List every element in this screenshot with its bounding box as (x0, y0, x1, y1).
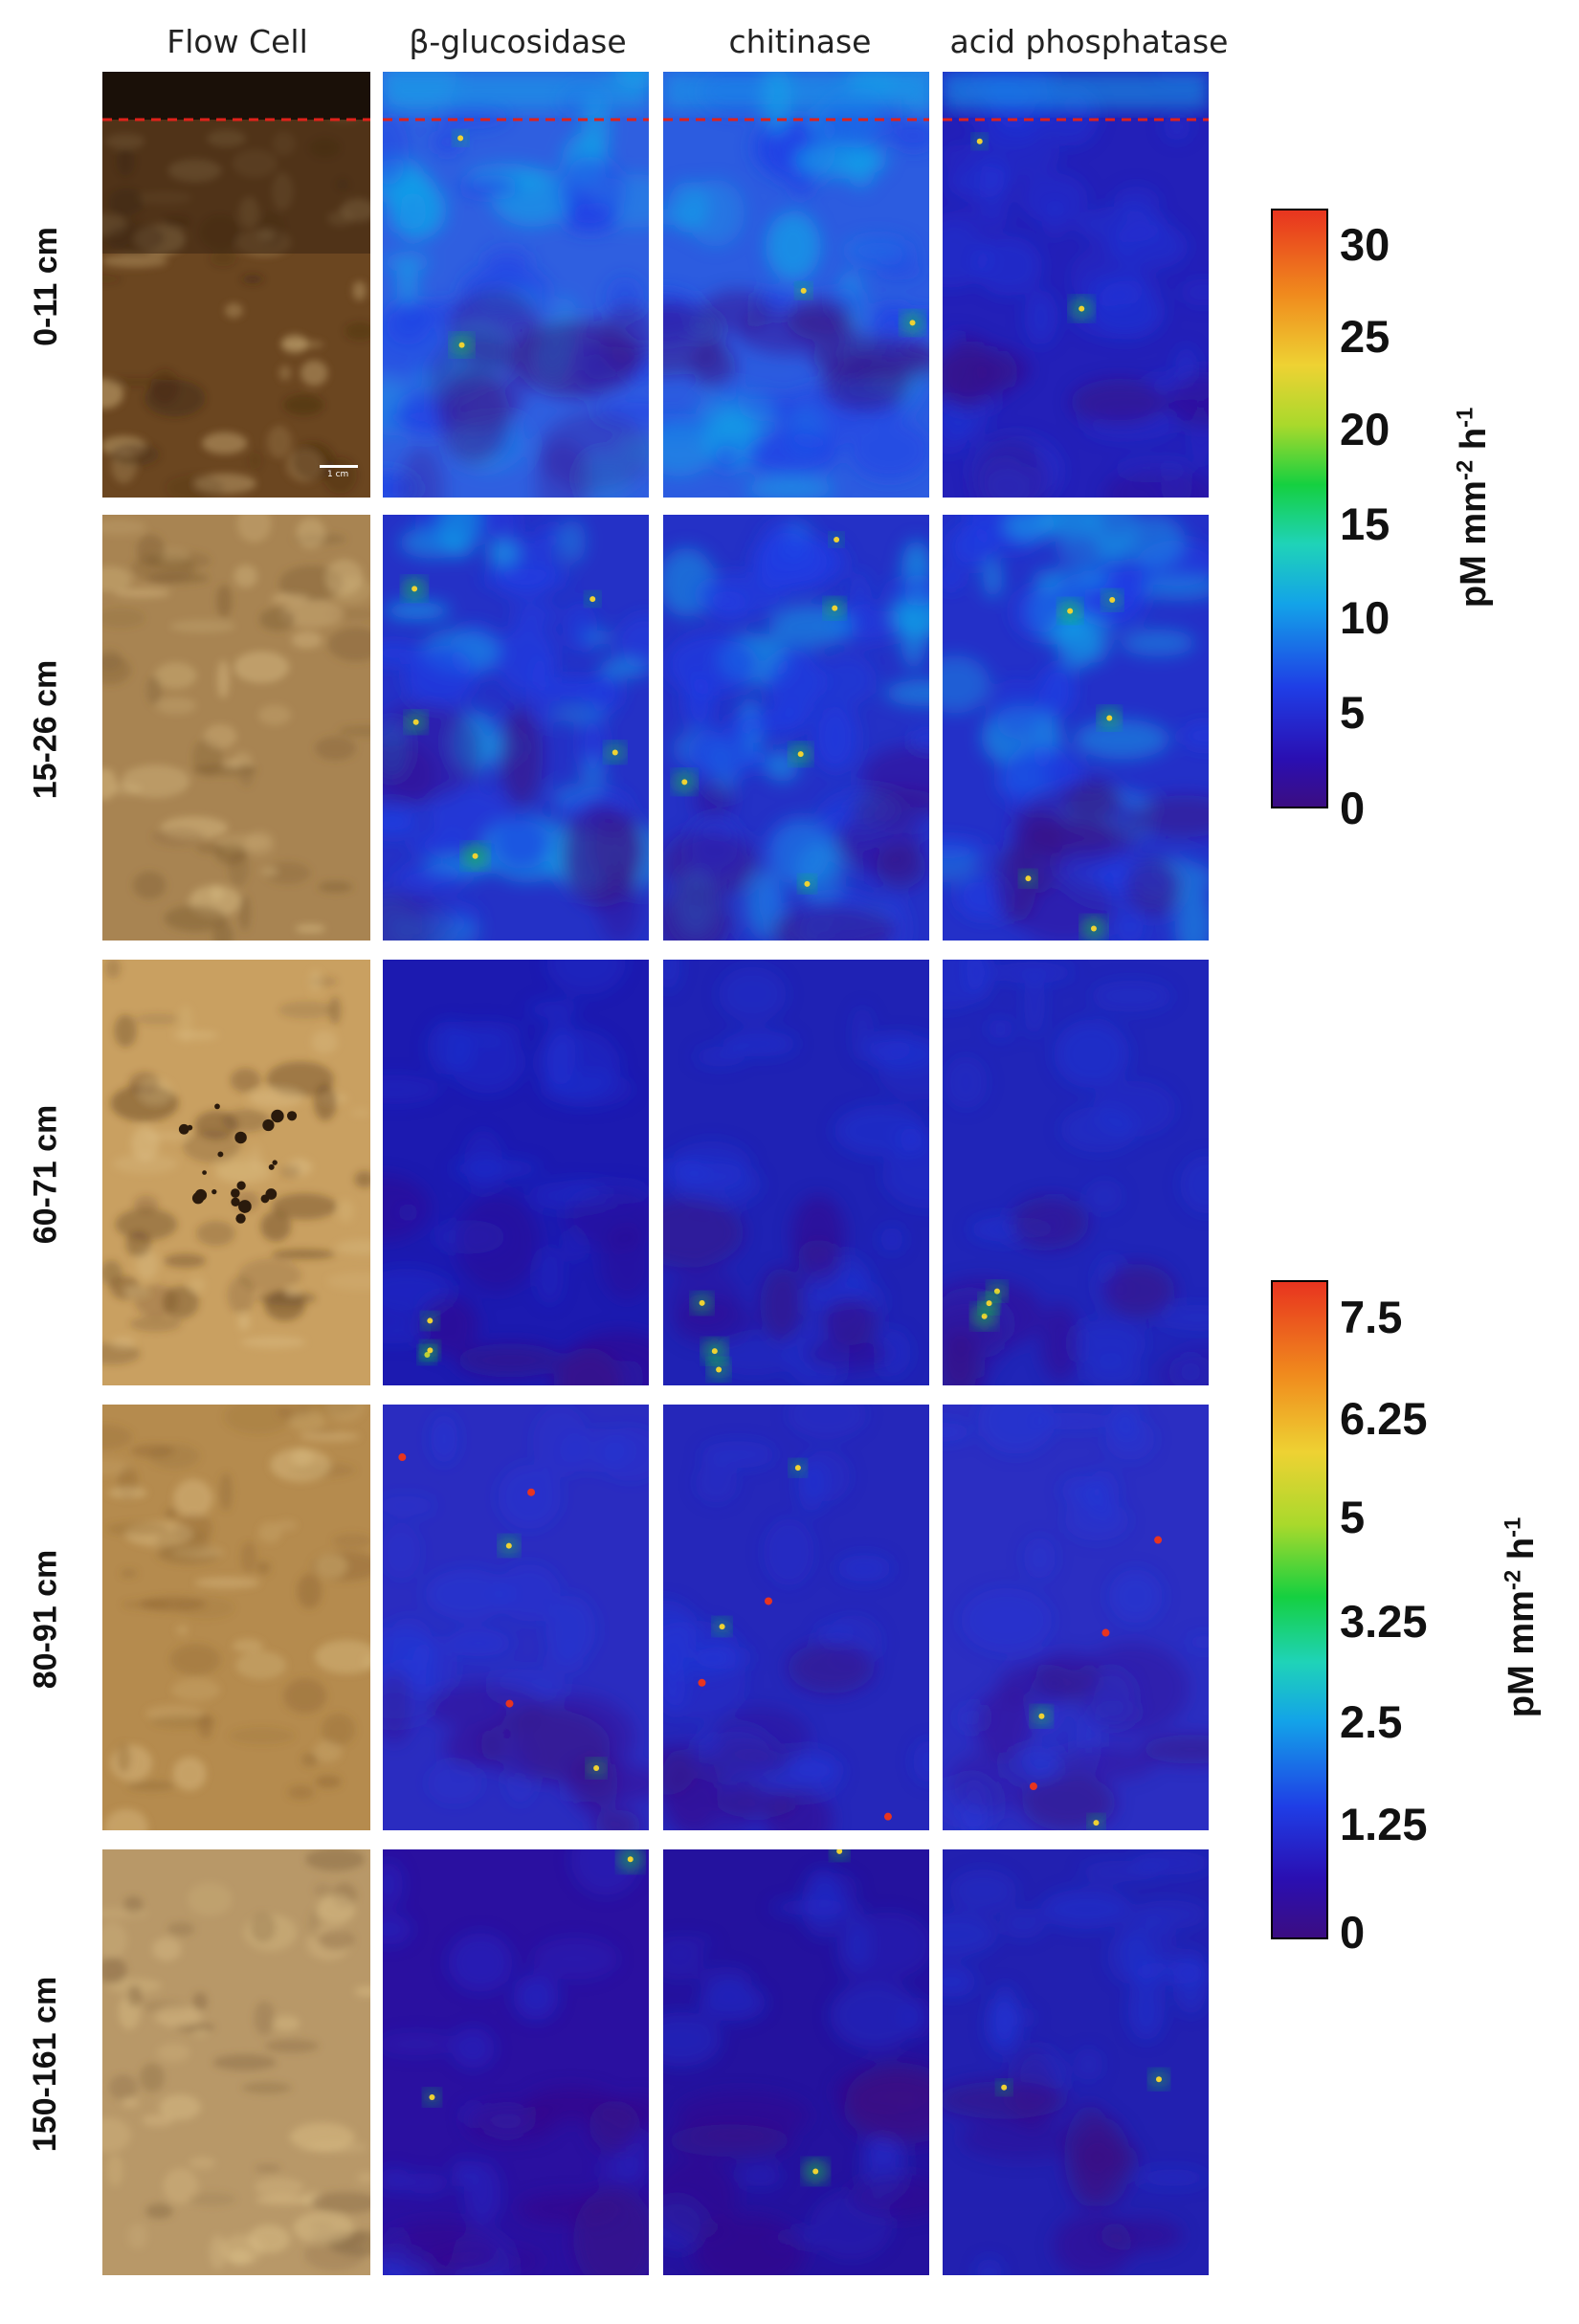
colorbar-bottom-tick: 2.5 (1340, 1696, 1403, 1747)
row-label-80-91: 80-91 cm (27, 1549, 64, 1690)
flow-cell-photo (102, 72, 370, 498)
zymography-map (943, 1849, 1209, 2275)
column-header-beta-glucosidase: β-glucosidase (409, 23, 627, 60)
flow-cell-photo (102, 515, 370, 941)
colorbar-bottom-tick: 5 (1340, 1492, 1366, 1542)
column-header-flow-cell: Flow Cell (167, 23, 308, 60)
colorbar-top-unit: pM mm-2 h-1 (1452, 407, 1495, 608)
zymography-map (663, 1849, 929, 2275)
colorbar-top-tick: 5 (1340, 687, 1366, 738)
colorbar-bottom-tick: 7.5 (1340, 1292, 1403, 1342)
colorbar-top-tick: 0 (1340, 783, 1366, 833)
zymography-map (383, 960, 649, 1385)
colorbar-bottom-tick: 3.25 (1340, 1596, 1428, 1647)
zymography-map (383, 515, 649, 941)
row-label-150-161: 150-161 cm (27, 1976, 64, 2153)
colorbar-top-tick: 20 (1340, 404, 1390, 454)
zymography-map (943, 960, 1209, 1385)
column-header-acid-phosphatase: acid phosphatase (949, 23, 1229, 60)
colorbar-top-tick: 25 (1340, 311, 1390, 362)
colorbar-bottom (1271, 1280, 1328, 1939)
zymography-map (383, 1849, 649, 2275)
flow-cell-photo (102, 960, 370, 1385)
zymography-map (663, 1405, 929, 1830)
colorbar-bottom-tick: 1.25 (1340, 1799, 1428, 1849)
colorbar-top-tick: 30 (1340, 219, 1390, 270)
zymography-map (663, 72, 929, 498)
column-header-chitinase: chitinase (728, 23, 872, 60)
colorbar-bottom-unit: pM mm-2 h-1 (1500, 1516, 1543, 1717)
zymography-map (663, 515, 929, 941)
zymography-map (663, 960, 929, 1385)
zymography-map (943, 1405, 1209, 1830)
row-label-15-26: 15-26 cm (27, 659, 64, 800)
colorbar-top-tick: 10 (1340, 592, 1390, 643)
zymography-map (943, 515, 1209, 941)
zymography-map (383, 1405, 649, 1830)
row-label-60-71: 60-71 cm (27, 1104, 64, 1245)
zymography-map (943, 72, 1209, 498)
flow-cell-photo (102, 1849, 370, 2275)
scale-bar-label: 1 cm (327, 470, 349, 479)
zymography-map (383, 72, 649, 498)
row-label-0-11: 0-11 cm (27, 227, 64, 346)
colorbar-bottom-tick: 6.25 (1340, 1393, 1428, 1444)
flow-cell-photo (102, 1405, 370, 1830)
colorbar-top-tick: 15 (1340, 498, 1390, 549)
scale-bar (320, 465, 358, 468)
colorbar-top (1271, 209, 1328, 808)
colorbar-bottom-tick: 0 (1340, 1907, 1366, 1958)
